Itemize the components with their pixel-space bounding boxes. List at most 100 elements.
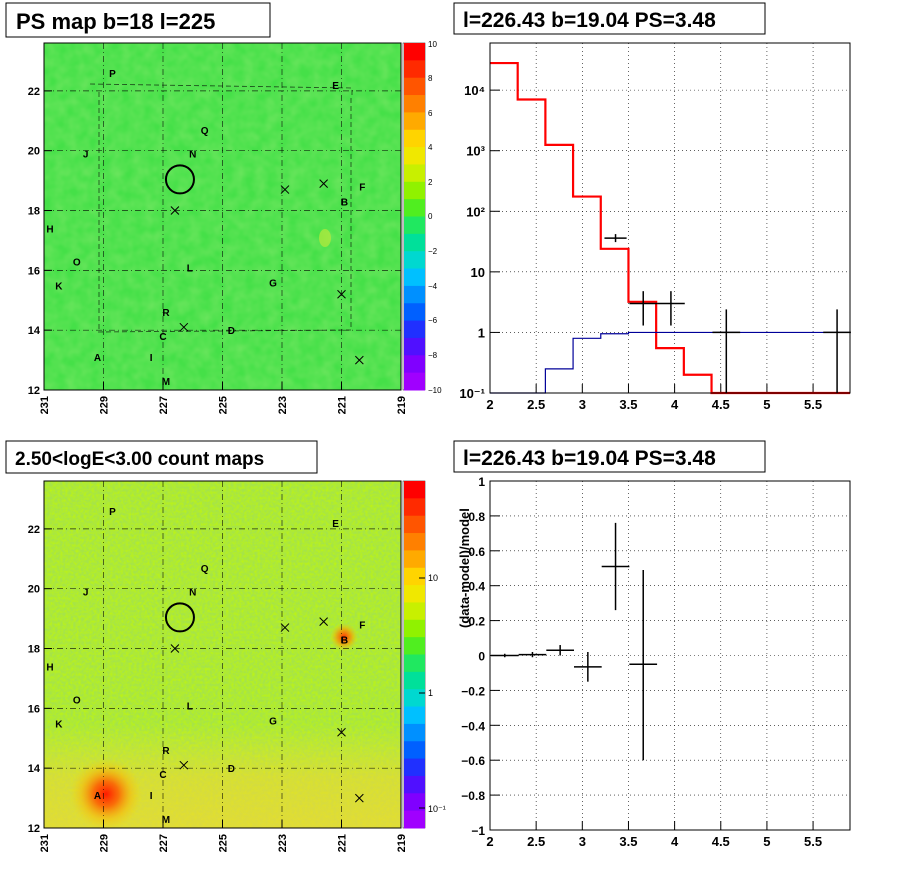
x-tick-label: 5 — [763, 397, 770, 412]
x-tick-label: 229 — [99, 396, 111, 414]
source-label: I — [150, 353, 153, 364]
colorbar-segment — [404, 810, 425, 829]
colorbar-segment — [404, 793, 425, 812]
spectrum-plot: 2 2.5 3 3.5 4 4.5 5 5.5 10⁻¹ 1 10 10² 10³ 10⁴ — [459, 43, 851, 412]
x-tick-label: 2 — [486, 834, 493, 849]
colorbar-segment — [404, 619, 425, 638]
x-tick-label: 231 — [39, 834, 51, 852]
cross-marker — [337, 289, 346, 299]
y-tick-label: 16 — [28, 265, 40, 277]
y-tick-label: 10⁻¹ — [459, 386, 485, 401]
x-tick-label: 231 — [39, 396, 51, 414]
colorbar-segment — [404, 285, 425, 304]
source-label: D — [228, 326, 235, 337]
source-label: P — [109, 507, 116, 518]
count-map-colorbar — [404, 481, 425, 829]
test-position-circle — [164, 164, 195, 195]
x-tick-label: 225 — [218, 396, 230, 414]
x-tick-label: 227 — [158, 834, 170, 852]
x-tick-label: 225 — [218, 834, 230, 852]
cb-tick: 8 — [428, 74, 433, 83]
source-label: G — [269, 278, 277, 289]
x-tick-label: 5 — [763, 834, 770, 849]
cross-marker — [354, 793, 364, 803]
count-map-panel: 2.50<logE<3.00 count maps 10 1 10⁻¹ 231 2… — [5, 440, 446, 852]
spectrum-title-box — [453, 2, 766, 35]
colorbar-segment — [404, 164, 425, 183]
source-label: R — [162, 746, 170, 757]
y-tick-label: 18 — [28, 644, 40, 656]
cb-tick: 6 — [428, 109, 433, 118]
source-label: L — [187, 701, 193, 712]
colorbar-segment — [404, 199, 425, 217]
colorbar-segment — [404, 320, 425, 339]
x-tick-label: 3 — [579, 397, 586, 412]
y-tick-label: −0.4 — [461, 719, 485, 733]
source-label: I — [150, 791, 153, 802]
cb-tick: −8 — [428, 351, 438, 360]
colorbar-segment — [404, 741, 425, 760]
x-tick-label: 227 — [158, 396, 170, 414]
cross-marker — [337, 727, 346, 737]
ps-map-colorbar-ticks: 10 8 6 4 2 0 −2 −4 −6 −8 −10 — [428, 40, 442, 395]
colorbar-segment — [404, 337, 425, 356]
spectrum-frame — [489, 42, 851, 394]
colorbar-segment — [404, 515, 425, 534]
y-tick-label: −0.6 — [461, 754, 485, 768]
colorbar-segment — [404, 654, 425, 673]
ps-map-warm-spot — [319, 229, 331, 247]
y-tick-label: 10² — [466, 204, 485, 219]
source-label: A — [94, 791, 101, 802]
ps-map-title-box — [5, 2, 271, 38]
count-map-grid — [44, 481, 401, 828]
y-tick-label: −1 — [471, 824, 485, 838]
colorbar-segment — [404, 758, 425, 777]
source-label: F — [359, 621, 365, 632]
source-label: K — [55, 719, 63, 730]
source-label: B — [341, 198, 348, 209]
colorbar-segment — [404, 689, 425, 708]
x-tick-label: 229 — [99, 834, 111, 852]
cross-marker — [319, 179, 329, 188]
y-tick-label: 0.2 — [468, 615, 485, 629]
residual-frame — [489, 480, 851, 831]
source-label: B — [341, 636, 348, 647]
x-tick-label: 5.5 — [804, 834, 822, 849]
ps-map-sources: P E Q N J FB H O L G K R C D A I M — [46, 69, 365, 388]
ps-map-axes: 231 229 227 225 223 221 219 12 14 16 18 20 22 — [28, 86, 408, 414]
cb-tick: 10⁻¹ — [428, 804, 446, 814]
y-tick-label: 20 — [28, 146, 40, 158]
x-tick-label: 3.5 — [619, 834, 637, 849]
y-tick-label: −0.2 — [461, 684, 485, 698]
cb-tick: −2 — [428, 247, 438, 256]
source-label: F — [359, 183, 365, 194]
y-tick-label: 10 — [471, 265, 485, 280]
x-tick-label: 3.5 — [619, 397, 637, 412]
y-tick-label: 10³ — [466, 144, 485, 159]
colorbar-segment — [404, 533, 425, 551]
y-tick-label: 1 — [478, 325, 485, 340]
x-tick-label: 223 — [277, 396, 289, 414]
x-tick-label: 4 — [671, 834, 679, 849]
cross-marker — [179, 322, 189, 332]
cb-tick: 10 — [428, 40, 437, 49]
x-tick-label: 221 — [337, 396, 349, 414]
x-tick-label: 2 — [486, 397, 493, 412]
source-label: C — [159, 332, 166, 343]
colorbar-segment — [404, 602, 425, 621]
source-label: J — [83, 150, 89, 161]
colorbar-segment — [404, 355, 425, 374]
residual-title-box — [453, 440, 766, 473]
spectrum-title: l=226.43 b=19.04 PS=3.48 — [463, 9, 716, 32]
colorbar-segment — [404, 233, 425, 252]
colorbar-segment — [404, 60, 425, 79]
ps-map-title: PS map b=18 l=225 — [16, 9, 215, 34]
colorbar-segment — [404, 43, 425, 61]
ps-map-panel: PS map b=18 l=225 10 8 6 4 2 0 −2 −4 −6 … — [5, 2, 442, 414]
y-tick-label: 0.4 — [468, 580, 485, 594]
y-tick-label: 0.8 — [468, 510, 485, 524]
colorbar-segment — [404, 723, 425, 742]
cross-marker — [319, 617, 329, 626]
colorbar-segment — [404, 567, 425, 586]
